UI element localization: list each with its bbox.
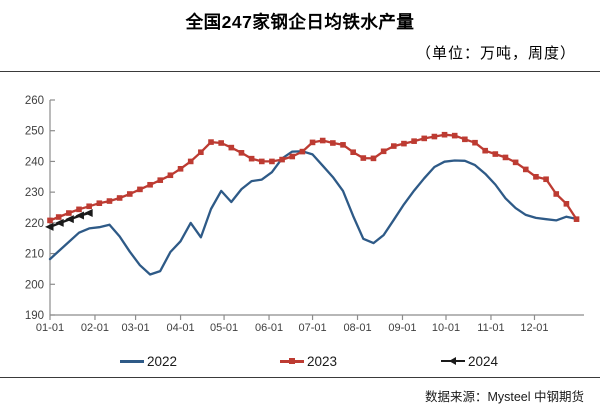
legend-item-2024: 2024 xyxy=(441,353,498,369)
svg-text:06-01: 06-01 xyxy=(255,322,283,334)
svg-text:07-01: 07-01 xyxy=(298,322,326,334)
svg-text:12-01: 12-01 xyxy=(520,322,548,334)
data-source: 数据来源：Mysteel 中钢期货 xyxy=(424,390,584,404)
chart-title: 全国247家钢企日均铁水产量 xyxy=(185,12,415,32)
svg-text:05-01: 05-01 xyxy=(210,322,238,334)
svg-text:09-01: 09-01 xyxy=(388,322,416,334)
svg-text:200: 200 xyxy=(25,279,44,291)
svg-text:01-01: 01-01 xyxy=(36,322,64,334)
legend-swatch-2024 xyxy=(441,353,465,369)
svg-text:190: 190 xyxy=(25,310,44,322)
bottom-divider xyxy=(0,377,600,378)
svg-text:210: 210 xyxy=(25,249,44,261)
legend-label-2023: 2023 xyxy=(307,353,338,369)
svg-text:11-01: 11-01 xyxy=(477,322,504,334)
svg-text:02-01: 02-01 xyxy=(81,322,109,334)
chart-subtitle: （单位：万吨，周度） xyxy=(415,44,576,62)
series-2023-line xyxy=(48,133,578,222)
axes xyxy=(49,100,584,316)
svg-text:240: 240 xyxy=(25,156,44,168)
triangle-marker-icon xyxy=(449,357,456,365)
svg-text:260: 260 xyxy=(25,95,44,107)
y-axis-labels: 190 200 210 220 230 240 250 260 xyxy=(25,95,55,322)
svg-text:250: 250 xyxy=(25,126,44,138)
legend-item-2022: 2022 xyxy=(120,353,177,369)
legend-swatch-2023 xyxy=(280,353,304,369)
svg-text:03-01: 03-01 xyxy=(122,322,150,334)
legend-label-2024: 2024 xyxy=(468,353,499,369)
svg-text:10-01: 10-01 xyxy=(432,322,460,334)
top-divider xyxy=(0,71,600,72)
series-2024-markers xyxy=(45,209,93,231)
legend-swatch-2022 xyxy=(120,353,144,369)
series-2022-line xyxy=(48,150,578,276)
legend-label-2022: 2022 xyxy=(147,353,178,369)
svg-text:04-01: 04-01 xyxy=(166,322,194,334)
x-axis-labels: 01-01 02-01 03-01 04-01 05-01 06-01 07-01 08-01… xyxy=(36,315,549,334)
series-2023-markers xyxy=(47,131,580,224)
svg-text:230: 230 xyxy=(25,187,44,199)
legend-item-2023: 2023 xyxy=(280,353,337,369)
svg-text:220: 220 xyxy=(25,218,44,230)
svg-text:08-01: 08-01 xyxy=(343,322,371,334)
